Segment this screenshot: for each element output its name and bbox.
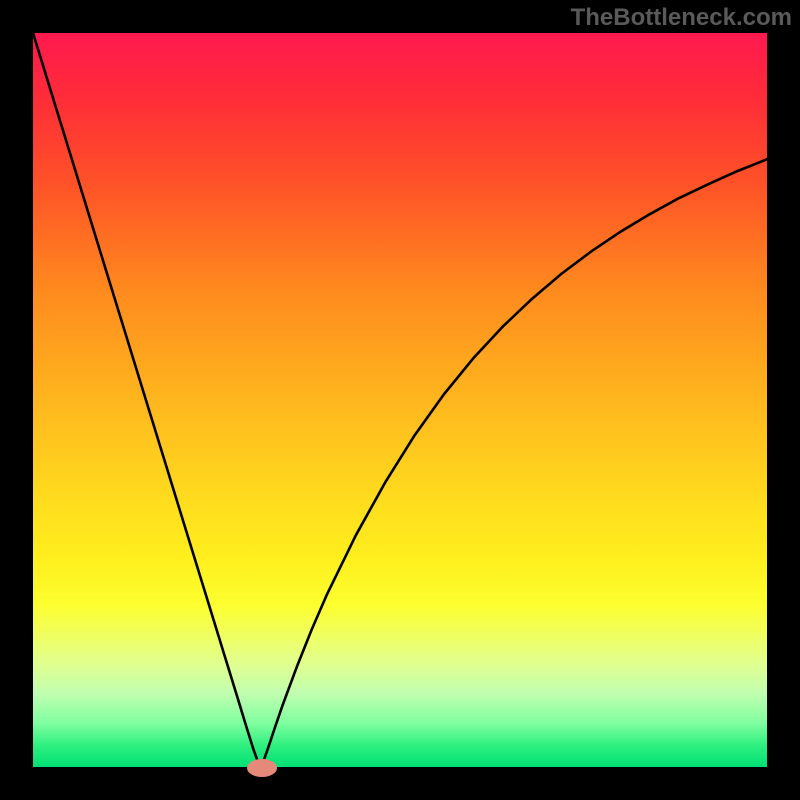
- curve-svg: [33, 33, 767, 767]
- bottleneck-curve: [33, 33, 767, 767]
- chart-container: TheBottleneck.com: [0, 0, 800, 800]
- watermark-text: TheBottleneck.com: [571, 4, 792, 32]
- plot-area: [33, 33, 767, 767]
- minimum-marker: [247, 759, 277, 777]
